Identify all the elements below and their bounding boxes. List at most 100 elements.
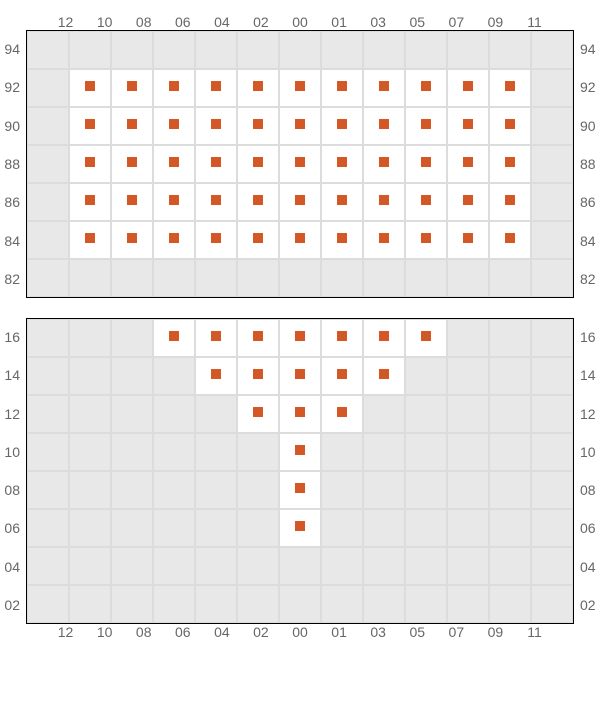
seat[interactable]: [111, 221, 153, 259]
upper-section: 94929088868482 94929088868482: [22, 30, 578, 298]
seat[interactable]: [279, 69, 321, 107]
seat[interactable]: [489, 183, 531, 221]
seat[interactable]: [279, 221, 321, 259]
empty-cell: [321, 259, 363, 297]
empty-cell: [531, 585, 573, 623]
seat[interactable]: [447, 183, 489, 221]
row-label: 14: [4, 356, 20, 394]
seat[interactable]: [195, 145, 237, 183]
seat[interactable]: [363, 319, 405, 357]
seat[interactable]: [321, 183, 363, 221]
row-label: 86: [580, 183, 596, 221]
seat[interactable]: [405, 183, 447, 221]
seat[interactable]: [321, 357, 363, 395]
seat[interactable]: [111, 69, 153, 107]
seat[interactable]: [237, 183, 279, 221]
seat[interactable]: [237, 319, 279, 357]
seat[interactable]: [69, 183, 111, 221]
seat[interactable]: [153, 319, 195, 357]
seat[interactable]: [363, 357, 405, 395]
seat[interactable]: [405, 107, 447, 145]
empty-cell: [153, 509, 195, 547]
seat[interactable]: [279, 357, 321, 395]
empty-cell: [321, 433, 363, 471]
seat[interactable]: [153, 145, 195, 183]
seat[interactable]: [279, 319, 321, 357]
seat[interactable]: [405, 145, 447, 183]
seat[interactable]: [321, 69, 363, 107]
seat[interactable]: [153, 183, 195, 221]
seat[interactable]: [405, 319, 447, 357]
seat[interactable]: [153, 221, 195, 259]
seat[interactable]: [111, 183, 153, 221]
seat[interactable]: [69, 69, 111, 107]
seat[interactable]: [279, 509, 321, 547]
seat[interactable]: [363, 69, 405, 107]
seat[interactable]: [447, 221, 489, 259]
empty-cell: [531, 471, 573, 509]
lower-grid: [26, 318, 574, 624]
seat[interactable]: [69, 107, 111, 145]
column-label: 03: [359, 624, 398, 640]
seat[interactable]: [405, 221, 447, 259]
seat[interactable]: [363, 183, 405, 221]
seat[interactable]: [447, 69, 489, 107]
seat[interactable]: [489, 145, 531, 183]
seat[interactable]: [279, 145, 321, 183]
column-label: 11: [515, 624, 554, 640]
seat[interactable]: [279, 183, 321, 221]
seat[interactable]: [363, 145, 405, 183]
seat[interactable]: [69, 145, 111, 183]
seat[interactable]: [237, 69, 279, 107]
empty-cell: [69, 585, 111, 623]
seat[interactable]: [489, 69, 531, 107]
empty-cell: [69, 509, 111, 547]
seat[interactable]: [153, 107, 195, 145]
empty-cell: [153, 585, 195, 623]
seat[interactable]: [237, 395, 279, 433]
seat[interactable]: [237, 221, 279, 259]
seat[interactable]: [363, 107, 405, 145]
row-label: 86: [4, 183, 20, 221]
seat[interactable]: [195, 221, 237, 259]
seat[interactable]: [447, 145, 489, 183]
empty-cell: [321, 547, 363, 585]
seat[interactable]: [321, 319, 363, 357]
seat[interactable]: [69, 221, 111, 259]
row-label: 06: [580, 509, 596, 547]
empty-cell: [321, 585, 363, 623]
seat[interactable]: [321, 395, 363, 433]
empty-cell: [27, 31, 69, 69]
empty-cell: [447, 259, 489, 297]
seat[interactable]: [111, 107, 153, 145]
seat[interactable]: [321, 145, 363, 183]
seat[interactable]: [279, 107, 321, 145]
seat[interactable]: [405, 69, 447, 107]
seat[interactable]: [237, 145, 279, 183]
seat[interactable]: [195, 183, 237, 221]
seat[interactable]: [237, 107, 279, 145]
seat[interactable]: [279, 395, 321, 433]
seat[interactable]: [195, 357, 237, 395]
seat[interactable]: [321, 107, 363, 145]
seat[interactable]: [195, 319, 237, 357]
seat[interactable]: [363, 221, 405, 259]
empty-cell: [447, 31, 489, 69]
empty-cell: [531, 107, 573, 145]
seat[interactable]: [195, 69, 237, 107]
empty-cell: [489, 547, 531, 585]
seat[interactable]: [321, 221, 363, 259]
seat[interactable]: [279, 433, 321, 471]
seat[interactable]: [447, 107, 489, 145]
seat[interactable]: [237, 357, 279, 395]
column-label: 11: [515, 14, 554, 30]
seat[interactable]: [489, 107, 531, 145]
seat[interactable]: [153, 69, 195, 107]
seat[interactable]: [279, 471, 321, 509]
empty-cell: [27, 433, 69, 471]
seat[interactable]: [111, 145, 153, 183]
seat[interactable]: [195, 107, 237, 145]
empty-cell: [69, 395, 111, 433]
seat[interactable]: [489, 221, 531, 259]
row-label: 88: [4, 145, 20, 183]
